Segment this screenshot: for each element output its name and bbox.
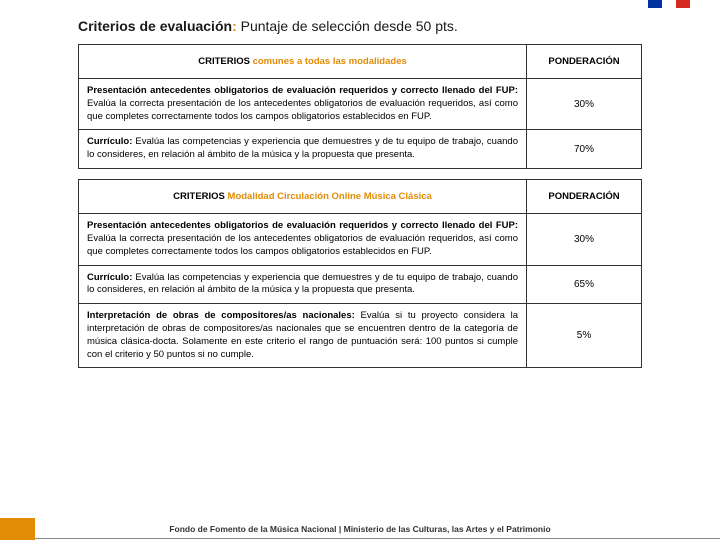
criteria-description: Currículo: Evalúa las competencias y exp… (79, 130, 527, 169)
criteria-description: Interpretación de obras de compositores/… (79, 304, 527, 368)
title-prefix: Criterios de evaluación (78, 18, 232, 34)
criteria-header: CRITERIOS comunes a todas las modalidade… (79, 45, 527, 79)
criteria-table-online: CRITERIOS Modalidad Circulación Online M… (78, 179, 642, 368)
page-content: Criterios de evaluación: Puntaje de sele… (0, 0, 720, 368)
flag-white (662, 0, 676, 8)
flag-stripe (648, 0, 690, 8)
criteria-header-black: CRITERIOS (173, 191, 227, 202)
criteria-header-black: CRITERIOS (198, 56, 252, 67)
footer-line (35, 538, 720, 539)
table-row: Interpretación de obras de compositores/… (79, 304, 642, 368)
criteria-header: CRITERIOS Modalidad Circulación Online M… (79, 180, 527, 214)
flag-blue (648, 0, 662, 8)
page-title: Criterios de evaluación: Puntaje de sele… (78, 18, 642, 34)
criteria-description: Presentación antecedentes obligatorios d… (79, 214, 527, 265)
criteria-description: Currículo: Evalúa las competencias y exp… (79, 265, 527, 304)
criteria-lead: Currículo: (87, 272, 132, 283)
ponderacion-header: PONDERACIÓN (527, 180, 642, 214)
ponderacion-value: 65% (527, 265, 642, 304)
title-colon: : (232, 18, 237, 34)
ponderacion-value: 5% (527, 304, 642, 368)
criteria-header-orange: comunes a todas las modalidades (253, 56, 407, 67)
criteria-body: Evalúa la correcta presentación de los a… (87, 98, 518, 122)
table-row: Presentación antecedentes obligatorios d… (79, 214, 642, 265)
criteria-lead: Presentación antecedentes obligatorios d… (87, 220, 518, 231)
criteria-body: Evalúa las competencias y experiencia qu… (87, 272, 518, 296)
footer-orange-block (0, 518, 35, 540)
criteria-body: Evalúa la correcta presentación de los a… (87, 233, 518, 257)
ponderacion-value: 30% (527, 214, 642, 265)
criteria-header-orange: Modalidad Circulación Online Música Clás… (228, 191, 432, 202)
table-row: Currículo: Evalúa las competencias y exp… (79, 130, 642, 169)
criteria-lead: Presentación antecedentes obligatorios d… (87, 85, 518, 96)
flag-red (676, 0, 690, 8)
table-row: Presentación antecedentes obligatorios d… (79, 79, 642, 130)
criteria-description: Presentación antecedentes obligatorios d… (79, 79, 527, 130)
criteria-body: Evalúa las competencias y experiencia qu… (87, 136, 518, 160)
footer-bar (0, 518, 720, 540)
ponderacion-header: PONDERACIÓN (527, 45, 642, 79)
table-header-row: CRITERIOS Modalidad Circulación Online M… (79, 180, 642, 214)
ponderacion-value: 30% (527, 79, 642, 130)
table-header-row: CRITERIOS comunes a todas las modalidade… (79, 45, 642, 79)
title-suffix: Puntaje de selección desde 50 pts. (241, 18, 458, 34)
criteria-lead: Interpretación de obras de compositores/… (87, 310, 355, 321)
criteria-lead: Currículo: (87, 136, 132, 147)
table-row: Currículo: Evalúa las competencias y exp… (79, 265, 642, 304)
ponderacion-value: 70% (527, 130, 642, 169)
criteria-table-common: CRITERIOS comunes a todas las modalidade… (78, 44, 642, 169)
